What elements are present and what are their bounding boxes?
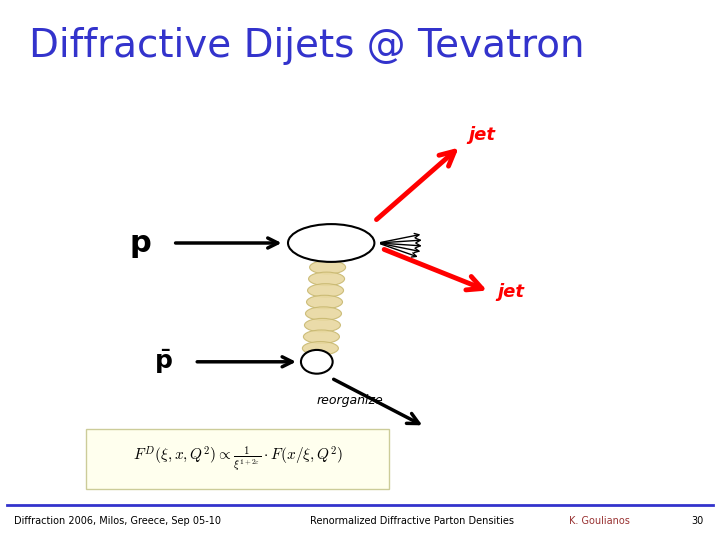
FancyBboxPatch shape bbox=[86, 429, 389, 489]
Text: $F^D(\xi, x, Q^2) \propto \frac{1}{\xi^{1+2\varepsilon}} \cdot F(x/\xi, Q^2)$: $F^D(\xi, x, Q^2) \propto \frac{1}{\xi^{… bbox=[132, 445, 343, 473]
Ellipse shape bbox=[305, 319, 341, 332]
Text: Diffractive Dijets @ Tevatron: Diffractive Dijets @ Tevatron bbox=[29, 27, 585, 65]
Ellipse shape bbox=[303, 330, 339, 343]
Ellipse shape bbox=[302, 341, 338, 355]
Text: p: p bbox=[130, 228, 151, 258]
Ellipse shape bbox=[310, 261, 346, 274]
Text: Diffraction 2006, Milos, Greece, Sep 05-10: Diffraction 2006, Milos, Greece, Sep 05-… bbox=[14, 516, 222, 526]
Ellipse shape bbox=[288, 224, 374, 262]
Text: Renormalized Diffractive Parton Densities: Renormalized Diffractive Parton Densitie… bbox=[310, 516, 513, 526]
Ellipse shape bbox=[309, 272, 345, 286]
Text: jet: jet bbox=[468, 126, 495, 144]
Ellipse shape bbox=[301, 350, 333, 374]
Text: $\mathbf{\bar{p}}$: $\mathbf{\bar{p}}$ bbox=[154, 348, 173, 376]
Text: reorganize: reorganize bbox=[317, 394, 384, 407]
Ellipse shape bbox=[305, 307, 341, 320]
Ellipse shape bbox=[307, 295, 343, 309]
Text: jet: jet bbox=[497, 282, 524, 301]
Ellipse shape bbox=[307, 284, 343, 297]
Text: K. Goulianos: K. Goulianos bbox=[569, 516, 630, 526]
Text: 30: 30 bbox=[691, 516, 703, 526]
